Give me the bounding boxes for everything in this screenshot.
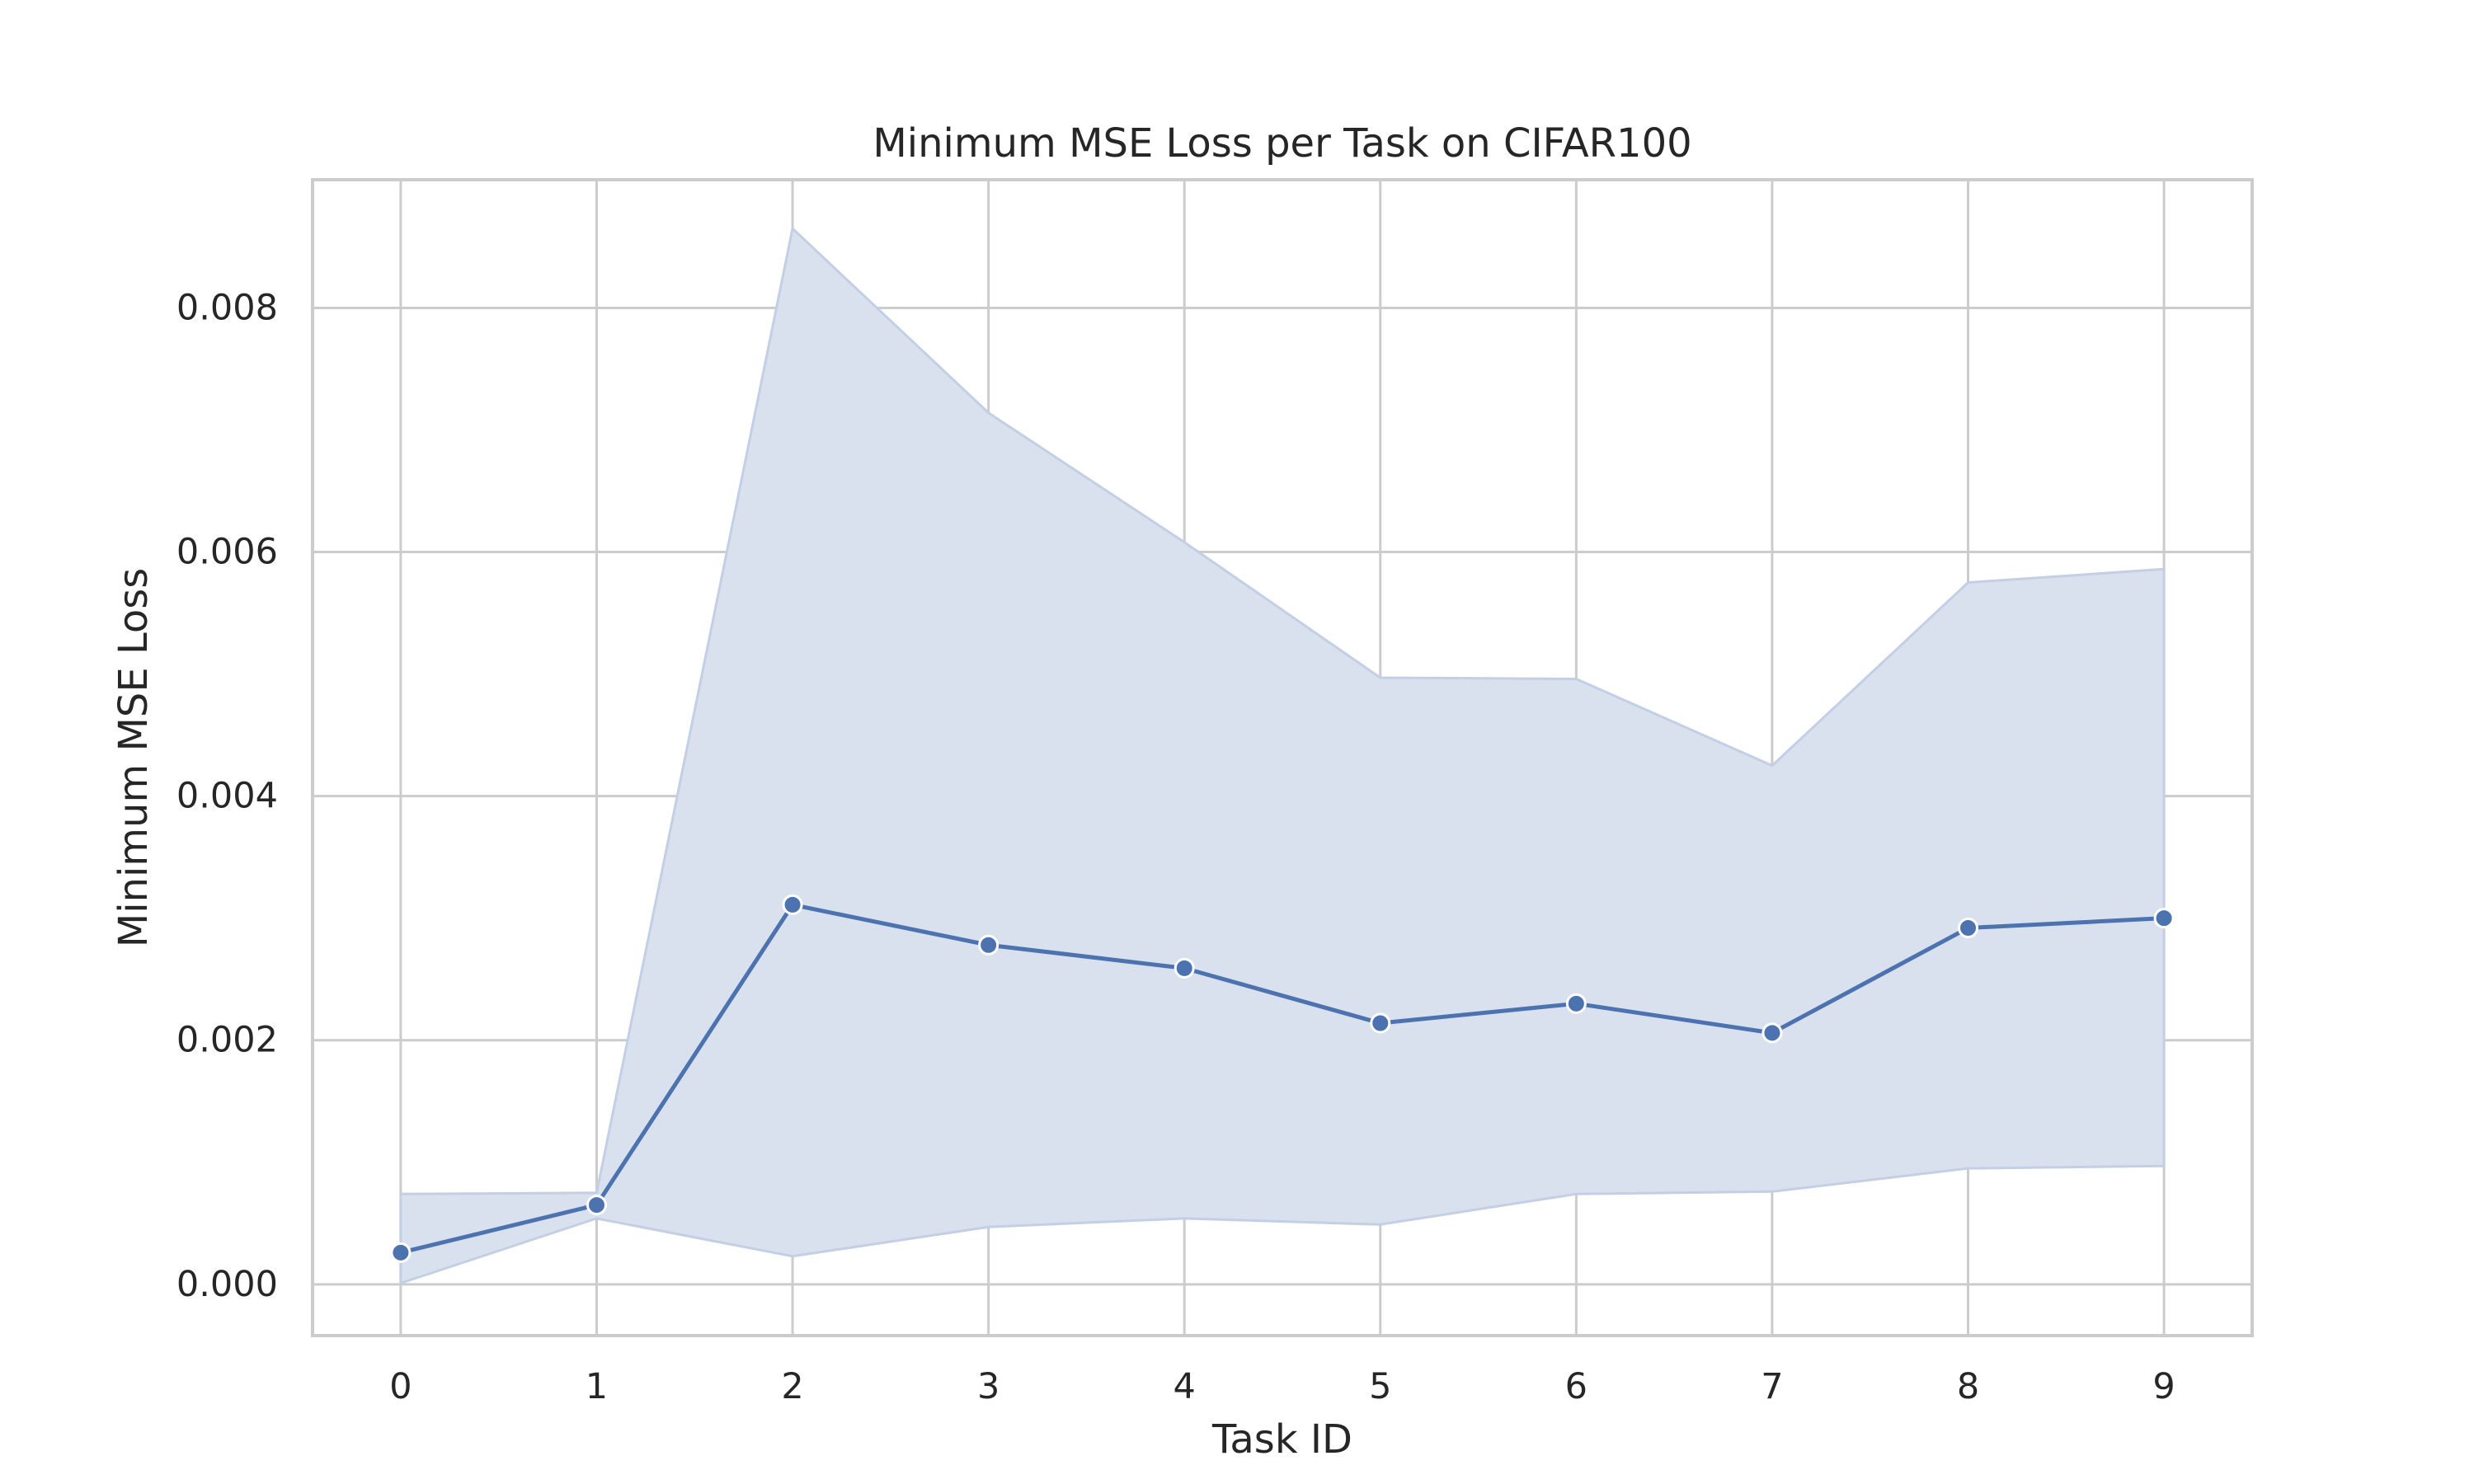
data-point-1	[586, 1195, 607, 1216]
x-tick-label-3: 3	[977, 1366, 999, 1407]
data-point-7	[1761, 1022, 1783, 1044]
y-tick-label-2: 0.004	[176, 776, 278, 817]
x-tick-label-0: 0	[389, 1366, 412, 1407]
data-point-2	[782, 894, 803, 915]
y-tick-label-0: 0.000	[176, 1264, 278, 1305]
data-point-5	[1370, 1012, 1391, 1034]
data-point-3	[978, 934, 999, 956]
y-tick-labels: 0.000 0.002 0.004 0.006 0.008	[176, 287, 278, 1304]
x-tick-label-6: 6	[1565, 1366, 1587, 1407]
y-tick-label-1: 0.002	[176, 1020, 278, 1061]
x-tick-label-5: 5	[1369, 1366, 1391, 1407]
confidence-band	[399, 226, 2166, 1285]
plot-frame	[311, 178, 2254, 1337]
data-point-9	[2153, 908, 2175, 929]
y-axis-label: Minimum MSE Loss	[111, 568, 157, 947]
y-tick-label-4: 0.008	[176, 287, 278, 328]
data-point-8	[1958, 918, 1979, 939]
x-axis-label: Task ID	[1211, 1416, 1352, 1463]
confidence-band-layer	[399, 226, 2166, 1285]
x-tick-label-7: 7	[1761, 1366, 1783, 1407]
x-tick-label-1: 1	[586, 1366, 608, 1407]
data-point-0	[390, 1242, 412, 1263]
data-point-4	[1174, 957, 1195, 979]
data-points-layer	[390, 894, 2175, 1263]
series-line	[398, 902, 2166, 1255]
data-point-6	[1565, 993, 1587, 1014]
x-tick-label-9: 9	[2152, 1366, 2175, 1407]
x-tick-label-2: 2	[781, 1366, 803, 1407]
y-tick-label-3: 0.006	[176, 532, 278, 573]
chart-title: Minimum MSE Loss per Task on CIFAR100	[872, 120, 1691, 167]
x-tick-label-8: 8	[1957, 1366, 1979, 1407]
x-tick-label-4: 4	[1174, 1366, 1196, 1407]
series-line-layer	[398, 902, 2166, 1255]
x-tick-labels: 0 1 2 3 4 5 6 7 8 9	[389, 1366, 2175, 1407]
